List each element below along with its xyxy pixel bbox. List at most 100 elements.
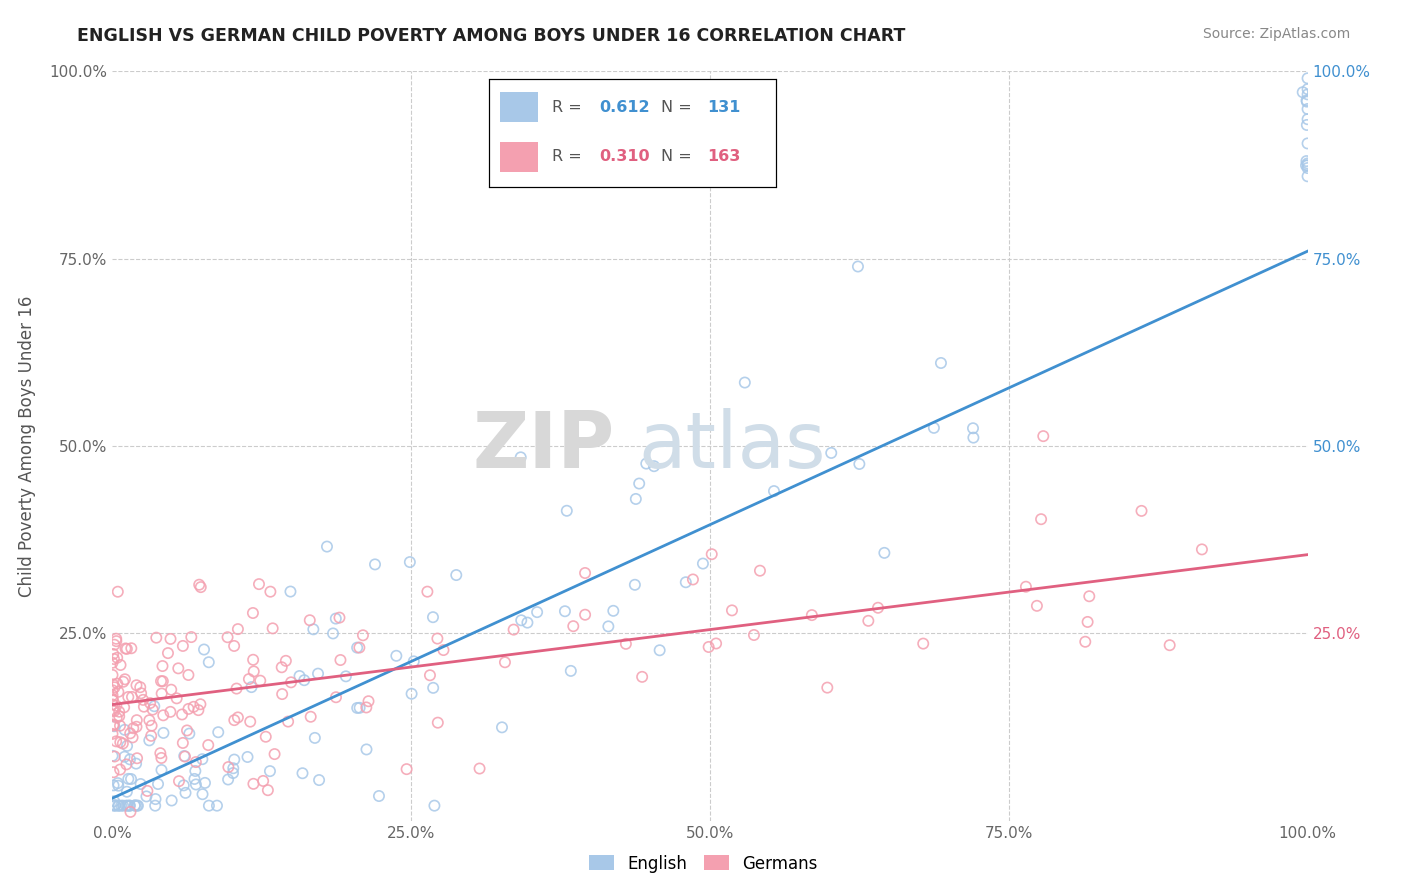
Point (224, 639, 246, 653)
Point (104, 749, 127, 764)
Point (101, 703, 124, 717)
Point (1296, 112, 1319, 127)
Point (226, 710, 249, 724)
Point (423, 798, 446, 813)
Point (115, 739, 138, 753)
Point (183, 772, 205, 786)
Point (135, 789, 157, 804)
Point (103, 719, 125, 733)
Point (929, 356, 952, 370)
Point (122, 721, 145, 735)
Point (115, 798, 138, 813)
Point (190, 698, 212, 712)
Point (125, 756, 148, 771)
Point (172, 639, 194, 653)
Point (682, 573, 704, 587)
Point (704, 636, 727, 650)
Point (1296, 82, 1319, 96)
Point (1032, 429, 1054, 443)
Point (263, 747, 285, 761)
Point (205, 798, 228, 813)
Point (143, 699, 166, 714)
Point (643, 459, 665, 474)
Point (349, 640, 371, 655)
Point (101, 698, 124, 712)
Point (115, 785, 138, 799)
Point (103, 765, 125, 780)
Point (858, 614, 880, 628)
Point (422, 681, 444, 695)
Point (101, 748, 124, 763)
Point (101, 693, 124, 707)
Point (184, 764, 207, 778)
Point (142, 703, 165, 717)
Point (395, 762, 418, 776)
Point (138, 733, 160, 747)
Point (101, 683, 124, 698)
Point (101, 692, 124, 706)
Point (141, 729, 163, 743)
Point (1295, 154, 1317, 169)
Point (145, 631, 167, 645)
Point (304, 731, 326, 745)
Point (848, 457, 870, 471)
Point (299, 710, 322, 724)
Point (240, 680, 263, 694)
Point (962, 431, 984, 445)
Point (1296, 71, 1319, 86)
Point (184, 777, 207, 791)
Point (103, 717, 125, 731)
Point (762, 484, 785, 499)
Point (146, 777, 169, 791)
Point (302, 623, 325, 637)
Point (262, 621, 284, 635)
Point (346, 640, 368, 655)
Point (502, 623, 524, 637)
Point (198, 798, 221, 813)
Point (349, 701, 371, 715)
Point (167, 774, 190, 789)
Point (574, 566, 596, 580)
Point (114, 673, 136, 687)
Point (138, 713, 160, 727)
Point (110, 735, 132, 749)
Point (183, 699, 205, 714)
Point (254, 730, 277, 744)
Point (270, 660, 292, 674)
Point (108, 798, 131, 813)
Point (125, 678, 148, 692)
Point (226, 622, 249, 636)
Point (560, 664, 582, 678)
Point (124, 798, 146, 813)
Point (401, 687, 423, 701)
Point (101, 656, 124, 670)
Point (170, 707, 193, 722)
Point (1296, 169, 1319, 184)
Point (252, 774, 274, 789)
Point (526, 605, 548, 619)
Point (125, 751, 148, 765)
Point (631, 670, 654, 684)
Point (385, 648, 408, 663)
Point (156, 646, 179, 660)
Point (249, 673, 271, 688)
Point (129, 680, 152, 694)
Point (322, 626, 344, 640)
Point (197, 655, 219, 669)
Point (125, 713, 148, 727)
Point (624, 578, 647, 592)
Point (224, 713, 246, 727)
Y-axis label: Child Poverty Among Boys Under 16: Child Poverty Among Boys Under 16 (18, 295, 35, 597)
Point (132, 693, 155, 707)
Point (368, 789, 391, 803)
Point (103, 652, 125, 666)
Point (150, 751, 173, 765)
Point (132, 699, 155, 714)
Point (1296, 158, 1319, 172)
Point (114, 723, 136, 737)
Point (356, 700, 378, 714)
Point (749, 564, 772, 578)
Point (416, 584, 439, 599)
Point (118, 752, 141, 766)
Point (103, 704, 125, 718)
